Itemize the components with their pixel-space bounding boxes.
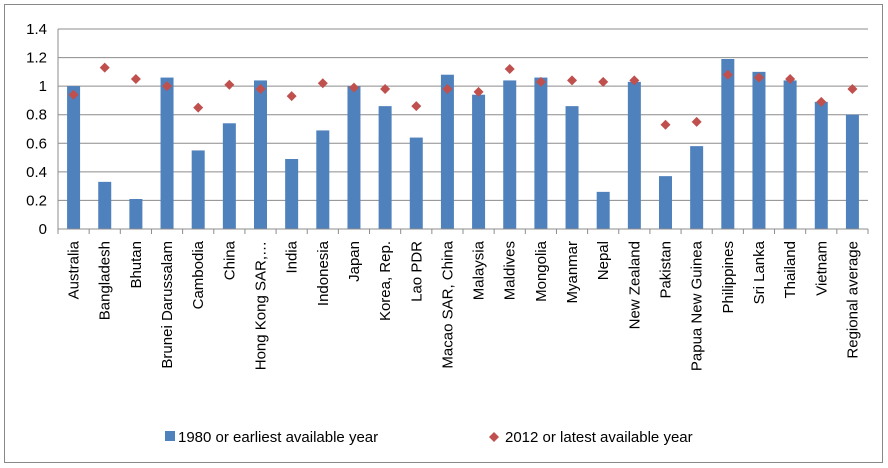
x-tick-label: Hong Kong SAR,… — [253, 241, 270, 370]
legend-swatch-marker — [489, 432, 499, 442]
bar-17 — [565, 106, 579, 229]
legend-label: 2012 or latest available year — [505, 429, 693, 446]
marker-3 — [130, 74, 141, 84]
x-tick-label: Nepal — [595, 241, 612, 280]
x-tick-label: Maldives — [502, 241, 519, 300]
x-tick-label: Brunei Darussalam — [159, 241, 176, 369]
bar-25 — [814, 101, 828, 229]
y-tick-label: 0.8 — [26, 107, 47, 124]
bar-21 — [690, 146, 704, 229]
bar-22 — [721, 59, 735, 229]
x-tick-label: Macao SAR, China — [439, 240, 456, 368]
marker-18 — [598, 76, 609, 87]
bar-3 — [129, 199, 143, 229]
x-tick-label: Sri Lanka — [751, 240, 768, 304]
marker-24 — [785, 74, 796, 84]
bar-8 — [285, 159, 299, 229]
x-tick-label: Philippines — [720, 241, 737, 314]
bar-10 — [347, 86, 361, 230]
bar-11 — [378, 106, 392, 229]
bar-5 — [191, 150, 205, 229]
axes: 0 0.2 0.4 0.6 0.8 1 1.2 1.4 Australia Bangladesh B… — [26, 21, 869, 371]
marker-21 — [691, 116, 702, 127]
marker-9 — [317, 78, 328, 89]
bar-1 — [67, 86, 81, 230]
bar-16 — [534, 77, 548, 229]
y-tick-label: 1.4 — [26, 21, 47, 38]
marker-15 — [504, 64, 515, 74]
legend-swatch-bar — [165, 431, 175, 441]
x-tick-label: New Zealand — [626, 241, 643, 329]
marker-17 — [567, 75, 578, 86]
bar-23 — [752, 71, 766, 229]
x-tick-label: Pakistan — [658, 241, 675, 299]
x-tick-label: Bhutan — [128, 241, 145, 289]
y-tick-label: 1.2 — [26, 50, 47, 67]
legend: 1980 or earliest available year 2012 or l… — [165, 429, 693, 446]
marker-14 — [473, 86, 484, 97]
x-tick-label: Japan — [346, 241, 363, 282]
x-tick-label: Vietnam — [813, 241, 830, 296]
marker-series — [68, 62, 858, 130]
x-tick-label: Regional average — [844, 241, 861, 359]
bar-6 — [222, 123, 236, 229]
x-tick-label: Australia — [66, 240, 83, 299]
bar-9 — [316, 130, 330, 229]
marker-11 — [380, 84, 391, 94]
y-tick-label: 0.2 — [26, 192, 47, 209]
marker-25 — [816, 96, 827, 107]
x-tick-label: Cambodia — [190, 240, 207, 309]
bar-7 — [254, 80, 267, 229]
x-tick-label: Mongolia — [533, 240, 550, 302]
x-tick-label: Lao PDR — [408, 241, 425, 302]
bar-15 — [503, 80, 517, 229]
marker-20 — [660, 119, 671, 130]
bar-26 — [845, 114, 859, 229]
x-tick-label: Myanmar — [564, 241, 581, 304]
bar-12 — [409, 137, 423, 229]
marker-23 — [753, 72, 764, 83]
bar-19 — [627, 81, 641, 229]
marker-26 — [847, 84, 858, 94]
bar-18 — [596, 191, 610, 229]
marker-10 — [348, 82, 359, 93]
bar-2 — [98, 181, 112, 229]
x-tick-label: Korea, Rep. — [377, 241, 394, 321]
bar-4 — [160, 77, 174, 229]
bar-20 — [659, 176, 672, 229]
marker-8 — [286, 91, 297, 102]
bar-series — [67, 59, 859, 230]
x-tick-label: Malaysia — [471, 240, 488, 300]
marker-6 — [224, 79, 235, 90]
y-tick-label: 0 — [39, 221, 47, 238]
marker-12 — [411, 101, 422, 112]
y-tick-label: 0.6 — [26, 135, 47, 152]
x-tick-label: Indonesia — [315, 240, 332, 306]
marker-16 — [535, 76, 546, 87]
marker-1 — [68, 89, 79, 100]
marker-22 — [722, 69, 733, 80]
bar-24 — [783, 80, 797, 229]
legend-label: 1980 or earliest available year — [178, 429, 378, 446]
y-tick-label: 0.4 — [26, 164, 47, 181]
x-tick-label: China — [221, 240, 238, 280]
bar-14 — [472, 94, 486, 229]
gridlines — [58, 28, 868, 230]
y-tick-label: 1 — [39, 78, 47, 95]
marker-4 — [162, 81, 173, 92]
marker-7 — [255, 84, 266, 94]
x-tick-label: India — [284, 240, 301, 273]
x-tick-label: Papua New Guinea — [689, 240, 706, 371]
marker-5 — [193, 102, 204, 113]
marker-13 — [442, 84, 453, 94]
marker-19 — [629, 75, 640, 86]
marker-2 — [99, 62, 110, 73]
x-tick-label: Bangladesh — [97, 241, 114, 320]
bar-13 — [440, 74, 454, 229]
x-tick-label: Thailand — [782, 241, 799, 299]
